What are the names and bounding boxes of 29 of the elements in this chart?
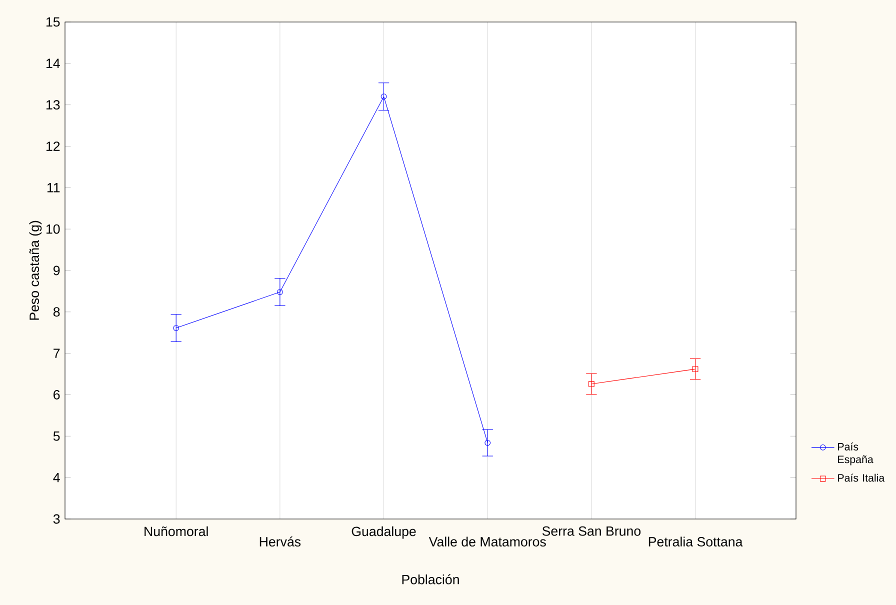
x-axis-title: Población xyxy=(402,574,459,584)
y-tick-label: 13 xyxy=(46,100,60,110)
point xyxy=(380,94,387,100)
y-tick-label: 10 xyxy=(46,224,60,234)
legend-label: País España xyxy=(838,442,874,466)
x-tick-label: Valle de Matamoros xyxy=(428,536,546,546)
y-tick-label: 5 xyxy=(53,431,60,441)
y-tick-label: 7 xyxy=(54,348,60,358)
legend-label: País Italia xyxy=(838,474,885,482)
point xyxy=(173,325,180,331)
point xyxy=(588,381,594,387)
point xyxy=(484,440,491,446)
point xyxy=(277,289,283,295)
y-tick-label: 8 xyxy=(53,307,60,317)
y-tick-label: 15 xyxy=(46,17,60,27)
y-tick-label: 9 xyxy=(54,266,60,276)
y-tick-label: 3 xyxy=(53,514,60,524)
x-tick-label: Guadalupe xyxy=(352,526,416,539)
y-tick-label: 4 xyxy=(53,472,60,482)
x-tick-label: Hervás xyxy=(260,536,301,546)
x-tick-label: Petralia Sottana xyxy=(648,536,743,546)
point xyxy=(692,366,698,372)
y-axis-title: Peso castaña (g) xyxy=(29,220,42,320)
y-tick-label: 6 xyxy=(54,390,60,400)
x-tick-label: Serra San Bruno xyxy=(542,526,641,536)
y-tick-label: 14 xyxy=(46,58,60,68)
y-tick-label: 11 xyxy=(47,183,60,192)
y-tick-label: 12 xyxy=(46,142,60,151)
x-tick-label: Nuñomoral xyxy=(144,526,208,536)
